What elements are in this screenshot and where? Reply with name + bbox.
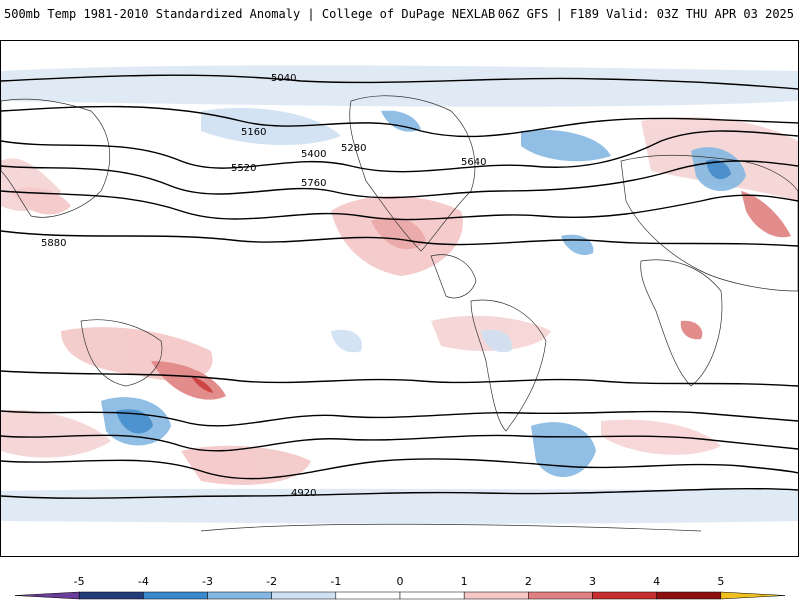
colorbar-segment	[143, 591, 208, 600]
colorbar-tick-label: 4	[653, 575, 660, 588]
map-panel: 5040 5160 5280 5400 5520 5640 5760 5880 …	[0, 40, 799, 557]
colorbar-tick-label: -2	[266, 575, 277, 588]
contour-label-5880: 5880	[41, 238, 66, 249]
colorbar-segment	[463, 591, 529, 600]
colorbar-segment	[399, 591, 465, 600]
coastlines	[1, 95, 798, 532]
colorbar-segment	[207, 591, 272, 600]
colorbar-tick-label: -1	[330, 575, 341, 588]
colorbar-segment	[592, 591, 657, 600]
colorbar-segment	[14, 591, 80, 600]
colorbar-tick-label: 1	[461, 575, 468, 588]
colorbar-tick-label: 5	[717, 575, 724, 588]
colorbar-segment	[78, 591, 144, 600]
anomaly-map: 5040 5160 5280 5400 5520 5640 5760 5880 …	[1, 65, 798, 532]
colorbar-tick-label: 3	[589, 575, 596, 588]
contour-label-5040: 5040	[271, 73, 296, 84]
contour-label-5760: 5760	[301, 178, 326, 189]
contour-label-5520: 5520	[231, 163, 256, 174]
map-title: 500mb Temp 1981-2010 Standardized Anomal…	[4, 7, 496, 21]
contour-label-5400: 5400	[301, 149, 326, 160]
colorbar-tick-label: -3	[202, 575, 213, 588]
colorbar-segment	[720, 591, 786, 600]
colorbar-segment	[656, 591, 722, 600]
contour-label-4920: 4920	[291, 488, 316, 499]
colorbar-segment	[335, 591, 401, 600]
model-run-info: 06Z GFS | F189 Valid: 03Z THU APR 03 202…	[497, 7, 794, 21]
colorbar-tick-label: 0	[397, 575, 404, 588]
contour-label-5640: 5640	[461, 157, 486, 168]
colorbar: -5 -4 -3 -2 -1 0 1 2 3 4 5	[14, 575, 786, 600]
colorbar-tick-label: -5	[74, 575, 85, 588]
colorbar-segment	[528, 591, 593, 600]
colorbar-segment	[271, 591, 337, 600]
contour-label-5160: 5160	[241, 127, 266, 138]
height-contours	[1, 74, 798, 499]
negative-anomaly-shading	[1, 65, 798, 524]
contour-labels: 5040 5160 5280 5400 5520 5640 5760 5880 …	[41, 73, 486, 499]
contour-label-5280: 5280	[341, 143, 366, 154]
colorbar-tick-label: 2	[525, 575, 532, 588]
colorbar-tick-label: -4	[138, 575, 149, 588]
